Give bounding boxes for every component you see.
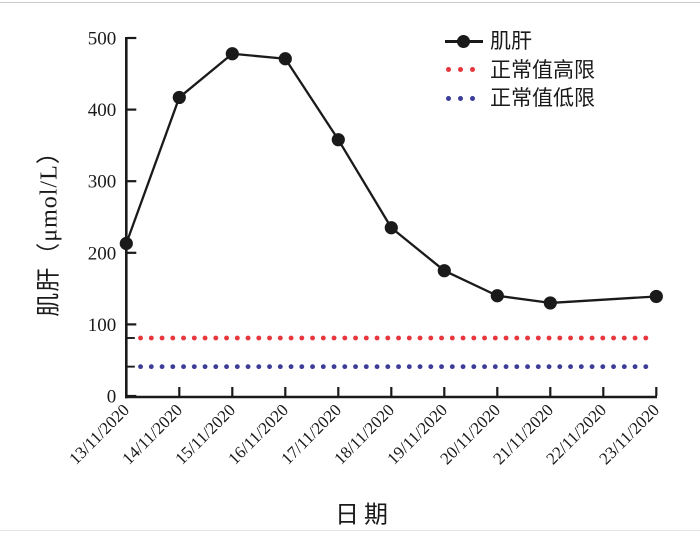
series-line — [125, 52, 657, 305]
y-tick-label: 200 — [88, 243, 117, 264]
legend-dot — [446, 67, 451, 73]
line-with-dot-symbol — [444, 33, 490, 49]
data-point-marker — [384, 221, 398, 235]
legend: 肌肝 正常值高限 正常值低限 — [444, 27, 595, 113]
legend-marker-dot — [457, 34, 470, 48]
blue-dotted-line-symbol — [444, 90, 490, 106]
legend-dot — [458, 95, 463, 101]
y-tick-label: 0 — [107, 387, 117, 408]
legend-dot — [458, 67, 463, 73]
x-axis-title: 日期 — [335, 502, 393, 529]
legend-label: 正常值低限 — [490, 86, 595, 111]
data-point-marker — [225, 47, 239, 61]
data-point-marker — [172, 90, 186, 105]
legend-dot — [470, 95, 475, 101]
data-point-marker — [119, 236, 133, 251]
legend-dot — [470, 67, 475, 73]
legend-item-lower-limit: 正常值低限 — [444, 84, 595, 113]
data-point-marker — [649, 289, 663, 304]
data-point-marker — [490, 289, 504, 303]
page-bottom-divider — [0, 530, 700, 531]
legend-label: 正常值高限 — [490, 57, 595, 82]
data-point-marker — [543, 296, 557, 310]
page-top-divider — [0, 2, 700, 3]
y-axis-title: 肌肝（μmol/L） — [36, 139, 63, 317]
y-tick-label: 100 — [88, 315, 117, 336]
data-point-marker — [331, 133, 345, 147]
data-point-marker — [437, 264, 451, 278]
red-dotted-line-symbol — [444, 62, 490, 78]
y-tick-label: 400 — [88, 100, 117, 121]
y-tick-label: 300 — [88, 172, 117, 193]
y-tick-label: 500 — [88, 29, 117, 50]
legend-item-upper-limit: 正常值高限 — [444, 56, 595, 85]
legend-label: 肌肝 — [490, 29, 532, 54]
legend-item-series: 肌肝 — [444, 27, 595, 56]
data-point-marker — [278, 52, 292, 66]
legend-dot — [446, 95, 451, 101]
